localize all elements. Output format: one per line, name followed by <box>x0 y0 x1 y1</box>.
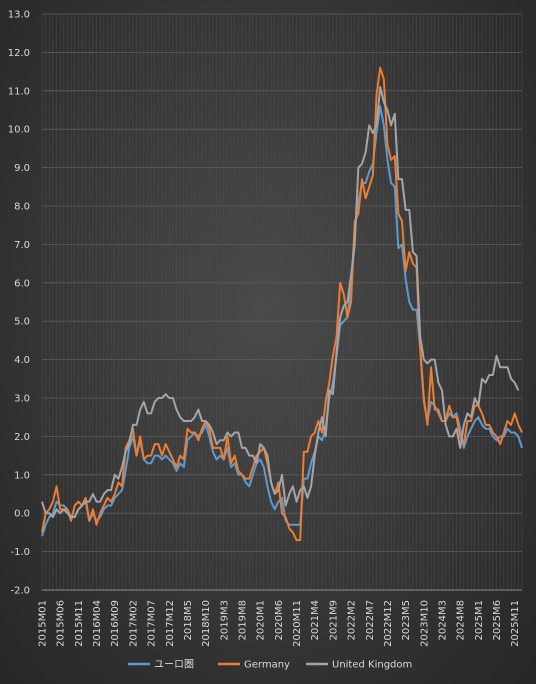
x-tick-label: 2023M5 <box>401 600 412 640</box>
x-tick-label: 2016M04 <box>92 600 103 647</box>
x-tick-label: 2020M11 <box>292 600 303 647</box>
legend-label: United Kingdom <box>332 660 412 671</box>
x-tick-label: 2022M12 <box>383 600 394 647</box>
x-tick-label: 2016M09 <box>110 600 121 647</box>
y-tick-label: 2.0 <box>14 432 30 443</box>
x-tick-label: 2015M11 <box>74 600 85 647</box>
y-tick-label: 6.0 <box>14 278 30 289</box>
series-lines <box>41 66 523 542</box>
series-line-2 <box>41 85 520 519</box>
x-tick-label: 2024M8 <box>456 600 467 640</box>
legend-label: ユーロ圏 <box>154 659 194 671</box>
x-tick-label: 2025M6 <box>492 600 503 640</box>
x-tick-label: 2023M10 <box>419 600 430 647</box>
x-tick-label: 2017M12 <box>165 600 176 647</box>
y-tick-label: 1.0 <box>14 470 30 481</box>
x-tick-label: 2020M1 <box>256 600 267 640</box>
x-tick-label: 2022M2 <box>347 600 358 640</box>
x-tick-label: 2025M1 <box>474 600 485 640</box>
y-tick-label: 7.0 <box>14 240 30 251</box>
x-tick-label: 2024M3 <box>438 600 449 640</box>
gridlines <box>41 13 523 591</box>
x-tick-label: 2020M6 <box>274 600 285 640</box>
y-tick-label: 10.0 <box>8 125 30 136</box>
y-tick-label: 12.0 <box>8 48 30 59</box>
y-tick-label: 8.0 <box>14 202 30 213</box>
y-tick-label: 13.0 <box>8 10 30 21</box>
y-tick-label: 5.0 <box>14 317 30 328</box>
x-tick-label: 2015M06 <box>56 600 67 647</box>
y-tick-label: -1.0 <box>10 547 30 558</box>
legend: ユーロ圏 Germany United Kingdom <box>128 659 412 671</box>
x-tick-label: 2021M4 <box>310 600 321 640</box>
legend-label: Germany <box>244 660 290 671</box>
x-tick-label: 2019M3 <box>219 600 230 640</box>
y-tick-label: -2.0 <box>10 586 30 597</box>
x-tick-label: 2019M8 <box>238 600 249 640</box>
x-tick-label: 2018M5 <box>183 600 194 640</box>
x-tick-label: 2018M10 <box>201 600 212 647</box>
x-tick-label: 2017M07 <box>147 600 158 647</box>
y-tick-label: 3.0 <box>14 394 30 405</box>
series-line-1 <box>41 66 523 542</box>
axes: -2.0 -1.0 0.0 1.0 2.0 3.0 4.0 5.0 6.0 7.0 8.0 9.0 10… <box>8 10 522 647</box>
x-tick-label: 2015M01 <box>38 600 49 647</box>
x-tick-label: 2022M7 <box>365 600 376 640</box>
x-tick-label: 2017M02 <box>128 600 139 647</box>
x-tick-label: 2025M11 <box>510 600 521 647</box>
y-tick-label: 9.0 <box>14 163 30 174</box>
y-tick-label: 11.0 <box>8 86 30 97</box>
y-tick-label: 0.0 <box>14 509 30 520</box>
x-tick-label: 2021M9 <box>328 600 339 640</box>
y-tick-label: 4.0 <box>14 355 30 366</box>
